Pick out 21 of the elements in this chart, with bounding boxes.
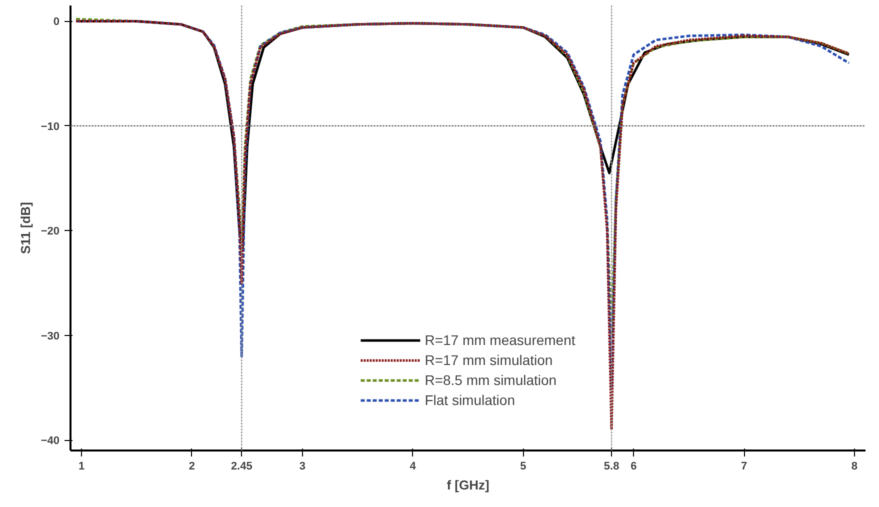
y-tick-label: −30 [40, 330, 60, 342]
y-tick-label: −20 [40, 226, 60, 238]
x-axis-title: f [GHz] [446, 478, 490, 492]
x-tick-label: 3 [299, 460, 306, 472]
x-tick-label: 5.8 [604, 460, 620, 472]
y-tick-label: −10 [40, 120, 60, 133]
x-tick-label: 1 [78, 460, 85, 472]
y-tick-label: −40 [40, 435, 60, 448]
legend-label: Flat simulation [424, 392, 515, 408]
x-tick-label: 8 [851, 460, 858, 472]
legend-label: R=17 mm measurement [424, 332, 576, 348]
x-tick-label: 7 [740, 460, 748, 472]
x-tick-label: 5 [520, 460, 526, 472]
x-tick-label: 2.45 [230, 460, 252, 472]
x-tick-label: 2 [188, 460, 196, 472]
y-axis-title: S11 [dB] [18, 202, 33, 254]
legend-label: R=8.5 mm simulation [424, 372, 557, 388]
x-tick-label: 4 [410, 460, 417, 472]
x-tick-label: 6 [630, 460, 637, 472]
legend-label: R=17 mm simulation [424, 352, 553, 368]
y-tick-label: 0 [53, 16, 60, 28]
